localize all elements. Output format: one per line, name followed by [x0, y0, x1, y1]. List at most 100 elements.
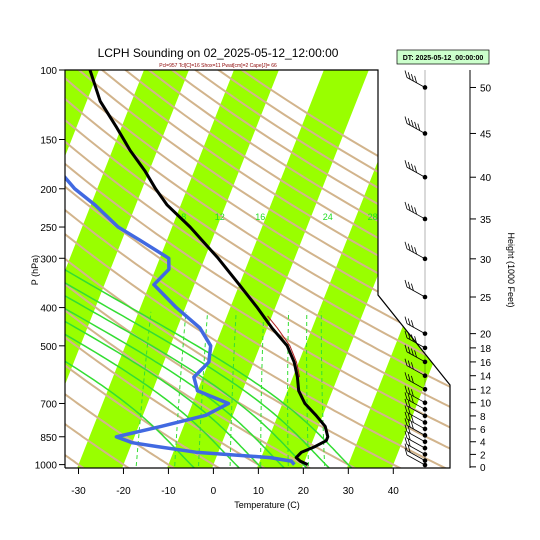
y-tick-label: 400	[40, 304, 57, 315]
height-tick-label: 35	[480, 215, 492, 226]
wind-barb-flag	[407, 203, 411, 211]
wind-barb-flag	[411, 415, 414, 423]
dry-adiabat	[65, 70, 411, 468]
wind-barb-flag	[411, 283, 414, 291]
wind-barb-flag	[411, 389, 414, 397]
height-tick-label: 10	[480, 399, 492, 410]
wind-barb-flag	[404, 430, 408, 439]
wind-barb-dot	[422, 458, 428, 463]
dry-adiabat	[65, 70, 450, 468]
y-tick-label: 850	[40, 433, 57, 444]
wind-barb-dot	[422, 413, 428, 419]
dry-adiabat	[65, 70, 450, 468]
wind-barb-flag	[411, 421, 414, 430]
y-tick-label: 250	[40, 223, 57, 234]
y-tick-label: 150	[40, 135, 57, 146]
height-tick-label: 14	[480, 372, 492, 383]
height-tick-label: 50	[480, 83, 492, 94]
wind-barb-staff	[406, 454, 426, 466]
height-tick-label: 40	[480, 173, 492, 184]
x-axis-label: Temperature (C)	[234, 500, 300, 510]
wind-barb	[404, 437, 428, 457]
dewpoint-line	[65, 174, 296, 466]
wind-barb-flag	[404, 279, 408, 288]
dry-adiabat	[65, 70, 137, 468]
wind-barb	[404, 70, 428, 90]
wind-barb-flag	[411, 362, 414, 370]
wind-barb-dot	[422, 462, 428, 468]
wind-barb-flag	[407, 72, 411, 80]
wind-barb-dot	[422, 373, 428, 379]
wind-barb-flag	[404, 447, 408, 456]
wind-barb-flag	[407, 400, 411, 408]
wind-barb	[404, 418, 428, 438]
y-tick-label: 1000	[35, 461, 58, 472]
wind-barb-flag	[407, 161, 411, 170]
wind-barb	[404, 430, 428, 451]
dt-label: DT: 2025-05-12_00:00:00	[403, 55, 484, 62]
wind-barb	[404, 411, 428, 432]
height-axis-ticks: 0 24 6 8 10 12 14 16 18 20 25 30 35 40 45 50	[469, 70, 492, 474]
wind-barb-flag	[404, 330, 408, 338]
wind-barb-dot	[422, 345, 428, 351]
wind-barb-flag	[404, 437, 408, 445]
mixing-ratio-label: 12	[215, 212, 225, 222]
mixing-ratio-label: 28	[368, 212, 378, 222]
dry-adiabat	[65, 70, 450, 468]
y-tick-label: 200	[40, 185, 57, 196]
wind-barb-flag	[404, 392, 408, 400]
mixing-ratio-line	[135, 311, 152, 468]
mixing-ratio-label: 16	[255, 212, 265, 222]
wind-barb-flag	[407, 243, 411, 251]
y-tick-label: 700	[40, 399, 57, 410]
wind-barb-flag	[414, 121, 417, 129]
mixing-ratio-line	[287, 311, 290, 468]
wind-barb	[404, 279, 428, 300]
y-tick-label: 100	[40, 66, 57, 77]
wind-barb-flag	[411, 163, 414, 171]
x-axis-ticks: -30 -20 -10 0 10 20 30 40	[71, 468, 399, 497]
chart-subtitle: Pcl=957 Tcl[C]=16 Shox=11 Pwat[cm]=2 Cap…	[159, 63, 277, 69]
wind-barb	[404, 358, 428, 379]
wind-barb	[404, 316, 428, 336]
wind-barb-flag	[411, 320, 414, 328]
wind-barb-dot	[422, 452, 428, 457]
moist-adiabat	[65, 188, 268, 468]
height-tick-label: 8	[480, 412, 486, 423]
wind-barb-flag	[404, 443, 408, 451]
wind-barb-dot	[422, 131, 428, 136]
moist-adiabat	[65, 188, 291, 468]
y-axis-ticks: 100 150 200 250 300 400 500 700 850 1000	[35, 66, 65, 472]
wind-barb-flag	[407, 407, 411, 415]
wind-barb-flag	[407, 281, 411, 289]
wind-barb	[404, 385, 428, 406]
dry-adiabat	[65, 70, 450, 468]
wind-barb-flag	[404, 160, 408, 168]
wind-barb	[404, 201, 428, 222]
dry-adiabat	[102, 70, 450, 468]
mixing-ratio-line	[306, 311, 310, 468]
wind-barb-flag	[411, 348, 414, 356]
x-tick-label: -10	[161, 486, 176, 497]
wind-barb-flag	[404, 418, 408, 426]
temperature-line	[88, 70, 330, 466]
height-axis-label: Height (1000 Feet)	[506, 232, 516, 307]
wind-barb-flag	[407, 432, 411, 441]
wind-barb-flag	[404, 241, 408, 249]
wind-barb-flag	[404, 316, 408, 324]
height-tick-label: 16	[480, 358, 492, 369]
dry-adiabat	[65, 70, 365, 468]
x-tick-label: -30	[71, 486, 86, 497]
dry-adiabat	[65, 70, 274, 468]
height-tick-label: 2	[480, 450, 486, 461]
wind-barb-dot	[422, 294, 428, 300]
x-tick-label: 10	[253, 486, 265, 497]
wind-barb-flag	[404, 372, 408, 380]
isotherm-band	[162, 70, 384, 468]
wind-barb-flag	[404, 385, 408, 393]
wind-barb-flag	[414, 165, 417, 173]
wind-barb-flag	[404, 405, 408, 413]
wind-barb-flag	[414, 75, 417, 83]
x-tick-label: 40	[388, 486, 400, 497]
